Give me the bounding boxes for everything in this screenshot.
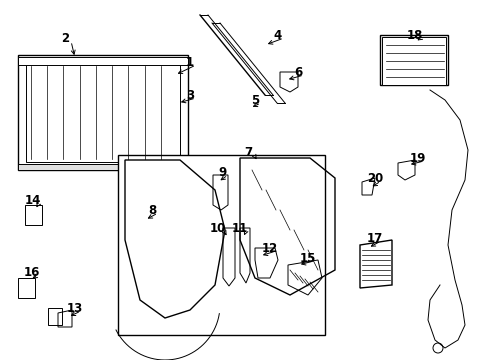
- Text: 6: 6: [294, 66, 302, 78]
- Text: 13: 13: [67, 302, 83, 315]
- Text: 2: 2: [61, 32, 69, 45]
- Text: 20: 20: [367, 171, 383, 185]
- Text: 1: 1: [186, 55, 194, 68]
- FancyBboxPatch shape: [18, 57, 188, 65]
- Text: 3: 3: [186, 89, 194, 102]
- Text: 11: 11: [232, 221, 248, 234]
- FancyBboxPatch shape: [18, 164, 188, 170]
- Text: 10: 10: [210, 221, 226, 234]
- FancyBboxPatch shape: [18, 55, 188, 170]
- Text: 16: 16: [24, 266, 40, 279]
- Text: 9: 9: [218, 166, 226, 179]
- Text: 8: 8: [148, 203, 156, 216]
- Text: 19: 19: [410, 152, 426, 165]
- Text: 15: 15: [300, 252, 316, 265]
- FancyBboxPatch shape: [118, 155, 325, 335]
- FancyBboxPatch shape: [26, 63, 180, 162]
- Text: 12: 12: [262, 242, 278, 255]
- Text: 14: 14: [25, 194, 41, 207]
- Text: 4: 4: [274, 28, 282, 41]
- Text: 7: 7: [244, 145, 252, 158]
- Text: 17: 17: [367, 231, 383, 244]
- Text: 5: 5: [251, 94, 259, 107]
- FancyBboxPatch shape: [382, 37, 446, 85]
- Text: 18: 18: [407, 28, 423, 41]
